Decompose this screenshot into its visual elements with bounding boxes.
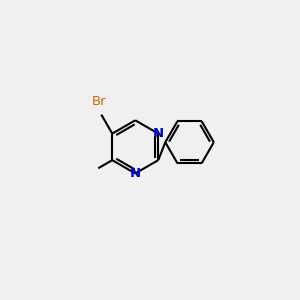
Text: N: N <box>153 127 164 140</box>
Text: N: N <box>130 167 141 180</box>
Text: Br: Br <box>92 95 106 108</box>
